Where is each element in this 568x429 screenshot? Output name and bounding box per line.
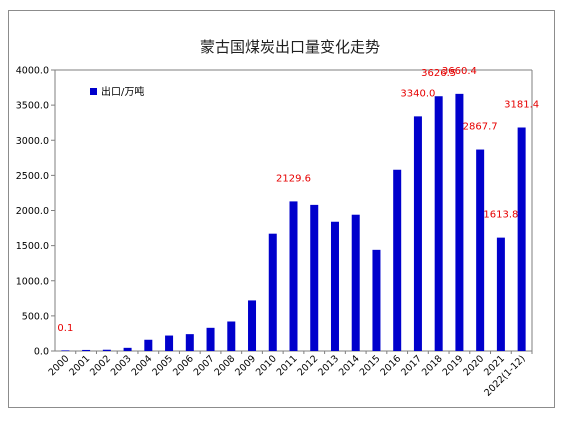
bar — [476, 149, 485, 351]
bar — [206, 327, 215, 351]
x-tick-label: 2005 — [150, 353, 175, 378]
x-tick-label: 2002 — [88, 353, 113, 378]
x-tick-label: 2013 — [316, 353, 341, 378]
bar — [496, 237, 505, 351]
y-tick-label: 500.0 — [22, 311, 49, 322]
x-tick-label: 2018 — [420, 353, 445, 378]
bar — [372, 249, 381, 351]
x-tick-label: 2007 — [192, 353, 217, 378]
bar — [185, 334, 194, 351]
x-tick-label: 2004 — [130, 353, 155, 378]
y-tick-label: 2500.0 — [16, 171, 49, 182]
bar — [413, 116, 422, 352]
x-tick-label: 2017 — [399, 353, 424, 378]
bar — [227, 321, 236, 351]
bar — [393, 169, 402, 351]
bar — [455, 93, 464, 351]
y-axis-ticks: 0.0 500.0 1000.0 1500.0 2000.0 2500.0 3000.0 35… — [16, 66, 55, 358]
legend-swatch — [90, 88, 97, 95]
bar — [351, 214, 360, 351]
x-tick-label: 2014 — [337, 353, 362, 378]
bar — [330, 221, 339, 351]
bar — [268, 233, 277, 351]
x-tick-label: 2011 — [275, 353, 300, 378]
bar — [517, 127, 526, 351]
bar — [165, 335, 174, 351]
bar — [82, 349, 91, 351]
data-label: 3626.5 — [421, 68, 456, 79]
bar — [434, 96, 443, 351]
y-tick-label: 1500.0 — [16, 241, 49, 252]
x-tick-label: 2006 — [171, 353, 196, 378]
data-label: 2867.7 — [463, 122, 498, 133]
bar — [289, 201, 298, 351]
data-label: 1613.8 — [483, 210, 518, 221]
data-label: 3340.0 — [400, 88, 435, 99]
y-tick-label: 3500.0 — [16, 101, 49, 112]
x-tick-label: 2001 — [67, 353, 92, 378]
y-tick-label: 2000.0 — [16, 206, 49, 217]
chart-title: 蒙古国煤炭出口量变化走势 — [200, 38, 380, 56]
x-tick-label: 2008 — [213, 353, 238, 378]
y-tick-label: 3000.0 — [16, 136, 49, 147]
legend-label: 出口/万吨 — [101, 85, 144, 98]
bar — [144, 339, 153, 351]
data-label: 2129.6 — [276, 173, 311, 184]
x-tick-label: 2015 — [358, 353, 383, 378]
chart-frame — [8, 10, 555, 408]
x-tick-label: 2000 — [47, 353, 72, 378]
bar — [123, 347, 132, 351]
bar — [102, 349, 111, 351]
data-label: 3181.4 — [504, 100, 539, 111]
bar — [310, 204, 319, 351]
x-tick-label: 2010 — [254, 353, 279, 378]
x-axis-ticks: 2000200120022003200420052006200720082009… — [47, 351, 533, 399]
x-tick-label: 2016 — [378, 353, 403, 378]
data-label: 0.1 — [57, 323, 73, 334]
legend: 出口/万吨 — [90, 85, 144, 98]
bar — [61, 350, 70, 351]
x-tick-label: 2020 — [461, 353, 486, 378]
y-tick-label: 1000.0 — [16, 276, 49, 287]
bar — [248, 300, 257, 351]
x-tick-label: 2003 — [109, 353, 134, 378]
y-tick-label: 0.0 — [34, 347, 49, 358]
y-tick-label: 4000.0 — [16, 66, 49, 77]
x-tick-label: 2009 — [233, 353, 258, 378]
bars — [61, 93, 526, 352]
data-label: 3660.4 — [442, 66, 477, 77]
x-tick-label: 2019 — [441, 353, 466, 378]
x-tick-label: 2012 — [295, 353, 320, 378]
